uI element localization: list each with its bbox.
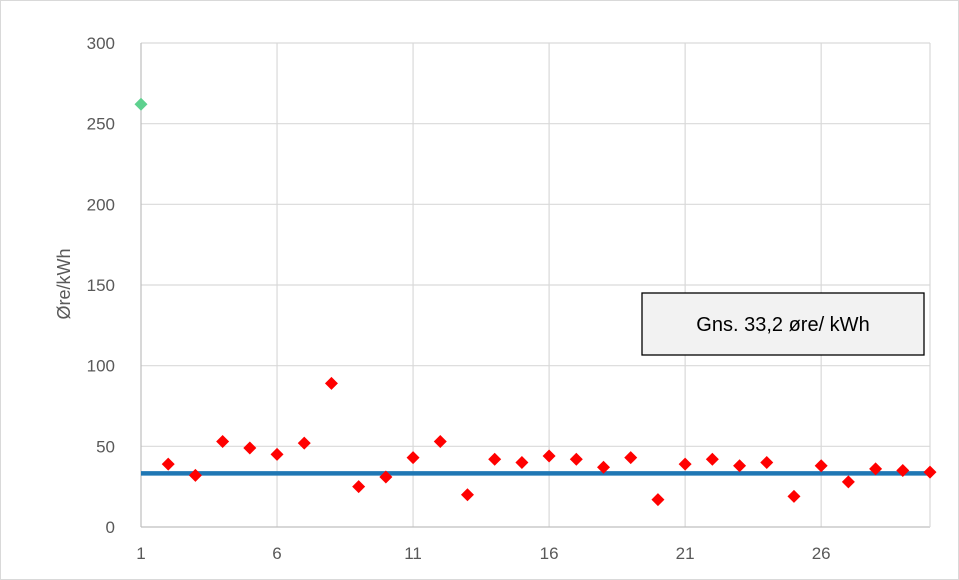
data-point-0-10 bbox=[379, 470, 393, 484]
annotation-text: Gns. 33,2 øre/ kWh bbox=[696, 314, 869, 336]
grid-layer bbox=[141, 42, 930, 527]
x-tick-label-1: 1 bbox=[136, 544, 145, 563]
data-point-0-22 bbox=[705, 452, 719, 466]
data-point-0-2 bbox=[161, 457, 175, 471]
data-point-1-1 bbox=[134, 97, 148, 111]
y-tick-label-50: 50 bbox=[96, 437, 115, 456]
data-point-0-18 bbox=[597, 460, 611, 474]
y-tick-label-200: 200 bbox=[87, 195, 115, 214]
y-axis-title: Øre/kWh bbox=[54, 248, 74, 319]
data-point-0-27 bbox=[841, 475, 855, 489]
data-point-0-20 bbox=[651, 493, 665, 507]
data-point-0-16 bbox=[542, 449, 556, 463]
annotation-box bbox=[641, 292, 925, 356]
y-tick-label-150: 150 bbox=[87, 276, 115, 295]
data-point-0-30 bbox=[923, 465, 937, 479]
data-point-0-12 bbox=[433, 434, 447, 448]
data-point-0-28 bbox=[869, 462, 883, 476]
x-tick-label-6: 6 bbox=[272, 544, 281, 563]
x-tick-label-16: 16 bbox=[540, 544, 559, 563]
data-point-0-8 bbox=[324, 376, 338, 390]
annotation-layer: Gns. 33,2 øre/ kWh bbox=[641, 292, 925, 356]
data-point-0-15 bbox=[515, 455, 529, 469]
data-point-0-23 bbox=[733, 459, 747, 473]
y-tick-label-100: 100 bbox=[87, 357, 115, 376]
data-point-0-24 bbox=[760, 455, 774, 469]
data-point-0-3 bbox=[188, 468, 202, 482]
data-point-0-29 bbox=[896, 464, 910, 478]
y-tick-label-250: 250 bbox=[87, 115, 115, 134]
data-point-0-4 bbox=[216, 434, 230, 448]
point-layer bbox=[134, 97, 937, 507]
y-tick-label-300: 300 bbox=[87, 34, 115, 53]
y-tick-label-0: 0 bbox=[106, 518, 115, 537]
data-point-0-11 bbox=[406, 451, 420, 465]
data-point-0-21 bbox=[678, 457, 692, 471]
data-point-0-26 bbox=[814, 459, 828, 473]
data-point-0-14 bbox=[488, 452, 502, 466]
data-point-0-7 bbox=[297, 436, 311, 450]
data-point-0-25 bbox=[787, 489, 801, 503]
x-tick-label-21: 21 bbox=[676, 544, 695, 563]
data-point-0-5 bbox=[243, 441, 257, 455]
axis-layer bbox=[140, 43, 931, 528]
x-tick-label-26: 26 bbox=[812, 544, 831, 563]
data-point-0-9 bbox=[352, 480, 366, 494]
data-point-0-6 bbox=[270, 447, 284, 461]
data-point-0-13 bbox=[460, 488, 474, 502]
data-point-0-17 bbox=[569, 452, 583, 466]
data-point-0-19 bbox=[624, 451, 638, 465]
x-tick-label-11: 11 bbox=[404, 544, 422, 563]
